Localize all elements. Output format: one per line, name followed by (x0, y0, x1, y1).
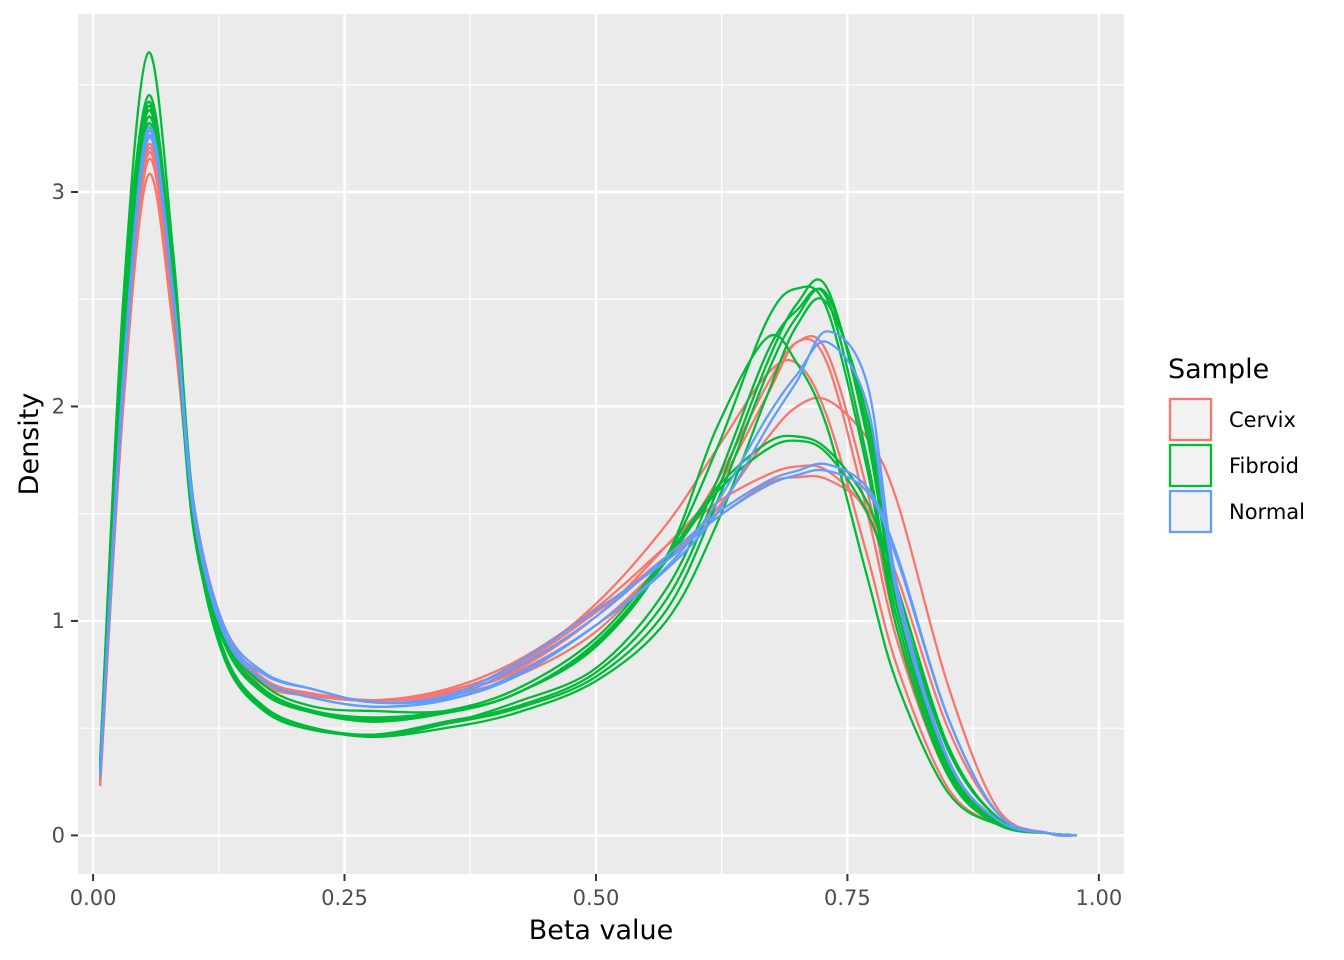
y-tick-label: 1 (52, 609, 65, 633)
minor-gridlines (78, 14, 1124, 874)
x-tick-label: 0.50 (573, 886, 620, 910)
legend-key-fibroid: Fibroid (1168, 443, 1299, 488)
y-axis-title: Density (14, 393, 45, 496)
density-curve-cervix-1 (98, 172, 1077, 837)
legend-title: Sample (1168, 354, 1269, 385)
y-tick-label: 3 (52, 180, 65, 204)
legend-label-fibroid: Fibroid (1229, 454, 1299, 478)
x-tick-label: 0.25 (321, 886, 368, 910)
legend-key-cervix: Cervix (1168, 397, 1296, 442)
y-axis: 0 1 2 3 (52, 180, 78, 847)
y-tick-label: 2 (52, 394, 65, 418)
legend: Sample Cervix Fibroid Normal (1168, 354, 1305, 534)
x-axis: 0.00 0.25 0.50 0.75 1.00 (70, 874, 1122, 910)
legend-label-normal: Normal (1229, 500, 1305, 524)
density-curve-normal-16 (98, 125, 1077, 837)
y-tick-label: 0 (52, 823, 65, 847)
legend-swatch-cervix (1168, 397, 1213, 442)
density-curves (98, 51, 1077, 837)
legend-label-cervix: Cervix (1229, 408, 1296, 432)
x-tick-label: 0.00 (70, 886, 117, 910)
legend-swatch-normal (1168, 489, 1213, 534)
legend-key-normal: Normal (1168, 489, 1305, 534)
legend-swatch-fibroid (1168, 443, 1213, 488)
major-gridlines (78, 14, 1124, 874)
x-tick-label: 1.00 (1075, 886, 1122, 910)
x-tick-label: 0.75 (824, 886, 871, 910)
x-axis-title: Beta value (529, 915, 674, 946)
plot-panel (78, 14, 1124, 874)
density-curve-normal-18 (98, 133, 1077, 837)
